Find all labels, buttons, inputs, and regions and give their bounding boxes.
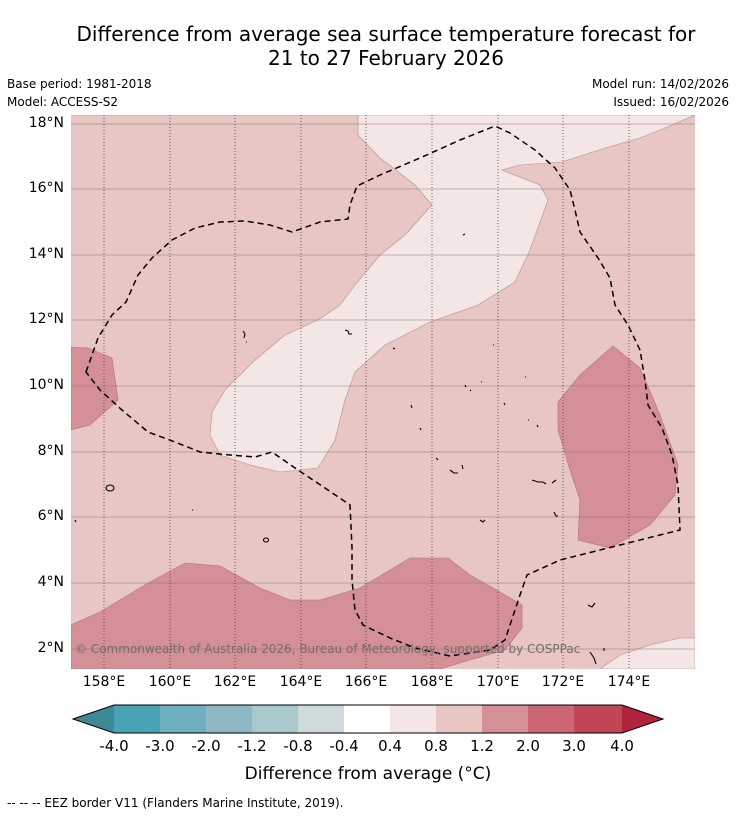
- issued-date: Issued: 16/02/2026: [613, 95, 729, 109]
- lon-label: 158°E: [82, 674, 126, 690]
- lat-label: 4°N: [37, 574, 64, 590]
- meta-right: Model run: 14/02/2026 Issued: 16/02/2026: [592, 75, 729, 111]
- colorbar-band-4: [252, 705, 298, 733]
- colorbar-tick-label: 0.8: [424, 737, 448, 755]
- lon-label: 166°E: [344, 674, 388, 690]
- field-0-4-0-8-bottom-right: [599, 637, 695, 669]
- islands: [74, 233, 605, 665]
- colorbar-tick-label: 2.0: [516, 737, 540, 755]
- colorbar-tick-label: 3.0: [562, 737, 586, 755]
- colorbar-band-8: [436, 705, 482, 733]
- colorbar-band-6: [344, 705, 390, 733]
- colorbar-tick-label: -0.4: [329, 737, 359, 755]
- colorbar-band-2: [160, 705, 206, 733]
- colorbar-band-7: [390, 705, 436, 733]
- title-line-1: Difference from average sea surface temp…: [76, 22, 696, 46]
- lon-label: 168°E: [410, 674, 454, 690]
- lon-label: 162°E: [213, 674, 257, 690]
- colorbar-band-10: [528, 705, 574, 733]
- colorbar-outline: [71, 704, 665, 734]
- field-1-2-2-0-east: [557, 345, 679, 549]
- lat-label: 10°N: [28, 377, 64, 393]
- colorbar-tick-label: 4.0: [610, 737, 634, 755]
- lat-label: 8°N: [37, 443, 64, 459]
- colorbar-lower-extend: [73, 705, 114, 733]
- colorbar: [71, 704, 665, 734]
- lon-label: 172°E: [541, 674, 585, 690]
- lat-label: 18°N: [28, 115, 64, 131]
- meridian-lines: [103, 115, 630, 669]
- lat-label: 2°N: [37, 640, 64, 656]
- colorbar-tick-label: -2.0: [191, 737, 221, 755]
- lat-label: 12°N: [28, 311, 64, 327]
- colorbar-tick-label: -0.8: [283, 737, 313, 755]
- colorbar-tick-label: -3.0: [145, 737, 175, 755]
- model-run: Model run: 14/02/2026: [591, 77, 729, 91]
- lat-label: 16°N: [28, 180, 64, 196]
- lat-label: 6°N: [37, 508, 64, 524]
- meta-left: Base period: 1981-2018 Model: ACCESS-S2: [7, 75, 152, 111]
- field-0-4-0-8-top-left: [71, 115, 695, 473]
- colorbar-band-1: [114, 705, 160, 733]
- colorbar-band-3: [206, 705, 252, 733]
- model-name: Model: ACCESS-S2: [7, 95, 119, 109]
- lon-label: 160°E: [148, 674, 192, 690]
- eez-legend: -- -- -- EEZ border V11 (Flanders Marine…: [7, 796, 344, 810]
- colorbar-title: Difference from average (°C): [244, 764, 492, 784]
- colorbar-upper-extend: [622, 705, 663, 733]
- field-1-2-2-0-south: [71, 557, 523, 669]
- colorbar-tick-label: 1.2: [470, 737, 494, 755]
- colorbar-tick-label: 0.4: [378, 737, 402, 755]
- colorbar-band-9: [482, 705, 528, 733]
- lat-label: 14°N: [28, 246, 64, 262]
- sst-anomaly-field: [71, 115, 695, 669]
- colorbar-band-11: [574, 705, 622, 733]
- copyright-text: © Commonwealth of Australia 2026, Bureau…: [75, 642, 580, 656]
- colorbar-tick-label: -4.0: [99, 737, 129, 755]
- colorbar-band-5: [298, 705, 344, 733]
- grid-lines: [71, 123, 695, 650]
- lon-label: 170°E: [476, 674, 520, 690]
- lon-label: 174°E: [607, 674, 651, 690]
- map-title: Difference from average sea surface temp…: [0, 22, 736, 70]
- eez-border: [85, 125, 681, 657]
- colorbar-tick-label: -1.2: [237, 737, 267, 755]
- base-period: Base period: 1981-2018: [7, 77, 152, 91]
- title-line-2: 21 to 27 February 2026: [268, 46, 504, 70]
- field-1-2-2-0-west: [71, 346, 119, 431]
- lon-label: 164°E: [279, 674, 323, 690]
